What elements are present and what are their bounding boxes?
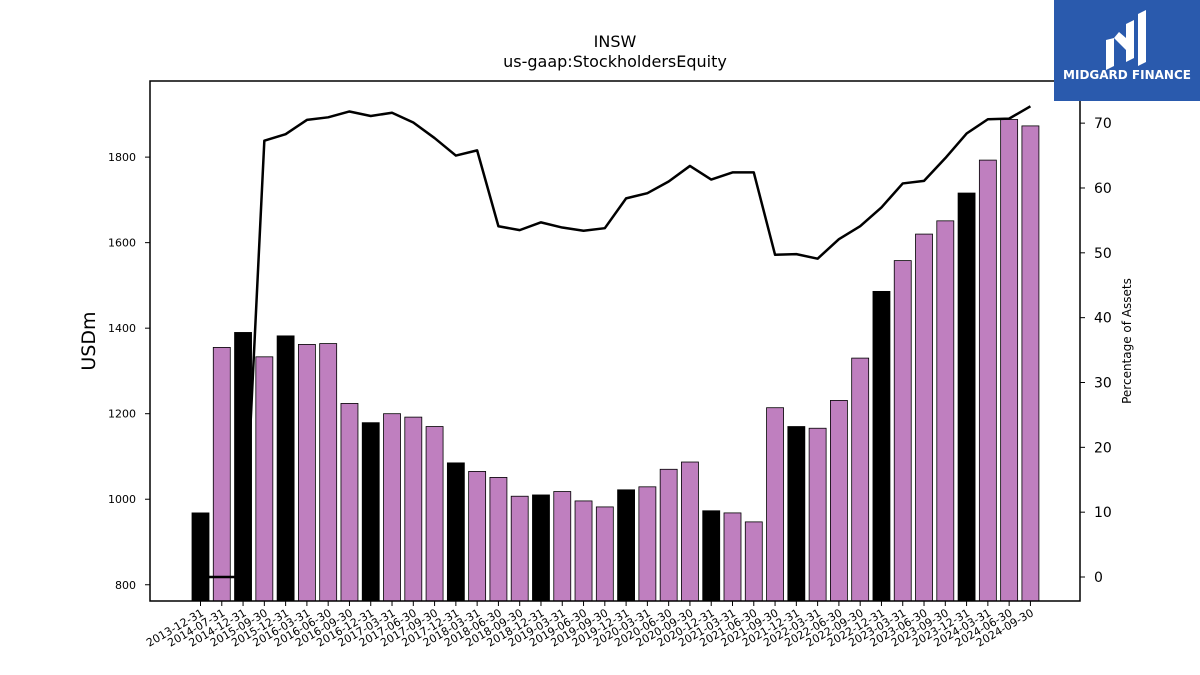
bar-2024-09-30	[1021, 125, 1040, 602]
right-axis: 0 10 20 30 40 50 60 70	[1080, 116, 1112, 586]
percentage-of-assets-line	[200, 105, 1032, 579]
bar-2013-12-31	[191, 512, 210, 602]
bar-2019-06-30	[574, 500, 593, 602]
bar-2020-12-31	[702, 510, 721, 602]
bar-2018-03-31	[468, 471, 487, 602]
y-axis-label: USDm	[78, 311, 100, 370]
y2-tick-label-0: 0	[1094, 570, 1103, 586]
bar-2017-03-31	[383, 413, 401, 602]
y2-tick-label-50: 50	[1094, 246, 1112, 262]
bar-2023-12-31	[957, 192, 976, 602]
bar-2018-06-30	[489, 477, 508, 602]
y2-tick-label-10: 10	[1094, 505, 1112, 521]
bar-2021-09-30	[766, 407, 784, 602]
y2-tick-label-60: 60	[1094, 181, 1112, 197]
bar-2024-06-30	[1000, 119, 1019, 602]
bar-2015-12-31	[276, 335, 295, 602]
bar-2018-12-31	[532, 494, 550, 602]
bar-2017-09-30	[425, 426, 444, 602]
y2-tick-label-30: 30	[1094, 375, 1112, 391]
bar-2019-09-30	[595, 506, 614, 602]
logo-mark-icon	[1106, 10, 1146, 70]
bar-2019-12-31	[617, 489, 635, 602]
line-series	[200, 105, 1032, 579]
y2-tick-label-70: 70	[1094, 116, 1112, 132]
bar-2023-06-30	[915, 233, 933, 602]
y2-tick-label-40: 40	[1094, 311, 1112, 327]
y2-tick-label-20: 20	[1094, 440, 1112, 456]
left-axis: 800 1000 1200 1400 1600 1800	[108, 151, 150, 592]
midgard-finance-logo: MIDGARD FINANCE	[1054, 0, 1200, 101]
bar-2020-03-31	[638, 486, 657, 602]
bar-2022-09-30	[851, 357, 870, 602]
bar-2022-03-31	[808, 427, 827, 602]
bar-2020-09-30	[681, 461, 699, 602]
bar-2022-12-31	[872, 290, 891, 602]
x-axis: 2013-12-312014-07-312014-12-312015-09-30…	[144, 601, 1036, 650]
bar-series	[191, 119, 1040, 602]
bar-2019-03-31	[553, 491, 572, 602]
y-tick-label-1800: 1800	[108, 151, 136, 164]
chart-title: INSW	[593, 32, 637, 51]
bar-2021-06-30	[744, 521, 763, 602]
y-tick-label-1600: 1600	[108, 237, 136, 250]
bar-2017-12-31	[446, 462, 465, 602]
y-tick-label-1200: 1200	[108, 408, 136, 421]
logo-text: MIDGARD FINANCE	[1063, 68, 1191, 82]
bar-2023-03-31	[893, 260, 912, 602]
bar-2017-06-30	[404, 416, 423, 602]
bar-2015-09-30	[255, 356, 274, 602]
y-tick-label-800: 800	[115, 579, 136, 592]
y2-axis-label: Percentage of Assets	[1120, 278, 1134, 404]
bar-2020-06-30	[659, 468, 678, 602]
y-tick-label-1400: 1400	[108, 322, 136, 335]
bar-2016-12-31	[361, 422, 380, 602]
bar-2014-07-31	[212, 347, 231, 602]
bar-2016-03-31	[297, 344, 316, 602]
plot-frame	[149, 80, 1081, 602]
bar-2022-06-30	[830, 400, 848, 602]
y-tick-label-1000: 1000	[108, 493, 136, 506]
bar-2021-12-31	[787, 426, 806, 602]
chart-subtitle: us-gaap:StockholdersEquity	[503, 52, 727, 71]
bar-2024-03-31	[978, 159, 997, 602]
bar-2016-06-30	[319, 343, 338, 602]
bar-2016-09-30	[340, 403, 359, 602]
bar-2018-09-30	[510, 495, 529, 602]
bar-2023-09-30	[936, 220, 955, 602]
bar-2021-03-31	[723, 512, 742, 602]
